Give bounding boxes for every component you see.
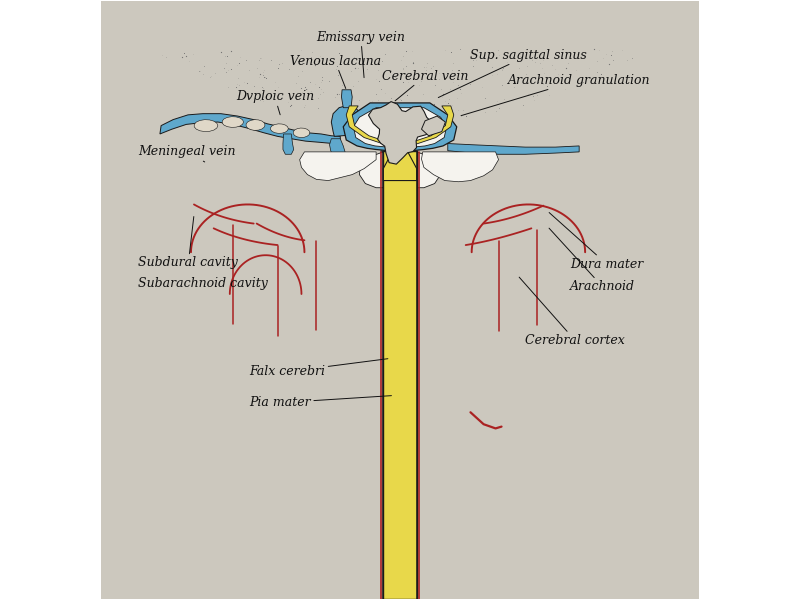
Text: Dvploic vein: Dvploic vein — [236, 91, 314, 115]
Text: Subarachnoid cavity: Subarachnoid cavity — [138, 277, 268, 290]
Text: Meningeal vein: Meningeal vein — [138, 145, 236, 162]
Polygon shape — [422, 152, 498, 182]
Polygon shape — [194, 119, 218, 131]
Polygon shape — [346, 106, 395, 147]
Polygon shape — [383, 151, 417, 599]
Polygon shape — [222, 116, 243, 127]
Polygon shape — [381, 107, 395, 152]
Text: Pia mater: Pia mater — [250, 395, 391, 409]
Polygon shape — [270, 124, 288, 133]
Polygon shape — [342, 90, 352, 107]
Text: Dura mater: Dura mater — [549, 212, 643, 271]
Polygon shape — [422, 116, 446, 136]
Polygon shape — [369, 101, 434, 164]
Polygon shape — [331, 106, 363, 136]
Text: Venous lacuna: Venous lacuna — [290, 55, 381, 88]
Polygon shape — [330, 139, 345, 158]
Polygon shape — [246, 119, 265, 130]
Text: Subdural cavity: Subdural cavity — [138, 217, 238, 269]
Polygon shape — [448, 143, 579, 154]
Text: Falx cerebri: Falx cerebri — [250, 359, 388, 378]
Polygon shape — [343, 103, 457, 152]
Text: Emissary vein: Emissary vein — [316, 31, 406, 77]
Polygon shape — [383, 151, 417, 181]
Polygon shape — [405, 106, 454, 147]
Text: Arachnoid granulation: Arachnoid granulation — [461, 74, 650, 116]
Text: Cerebral vein: Cerebral vein — [382, 70, 469, 101]
Polygon shape — [160, 113, 340, 143]
Text: Cerebral cortex: Cerebral cortex — [519, 277, 625, 347]
Polygon shape — [300, 152, 376, 181]
Polygon shape — [354, 107, 446, 148]
Text: Arachnoid: Arachnoid — [549, 228, 635, 293]
Polygon shape — [283, 134, 294, 154]
Polygon shape — [294, 128, 310, 137]
Polygon shape — [417, 152, 441, 188]
Polygon shape — [90, 0, 710, 600]
Text: Sup. sagittal sinus: Sup. sagittal sinus — [438, 49, 587, 98]
Polygon shape — [359, 152, 383, 188]
